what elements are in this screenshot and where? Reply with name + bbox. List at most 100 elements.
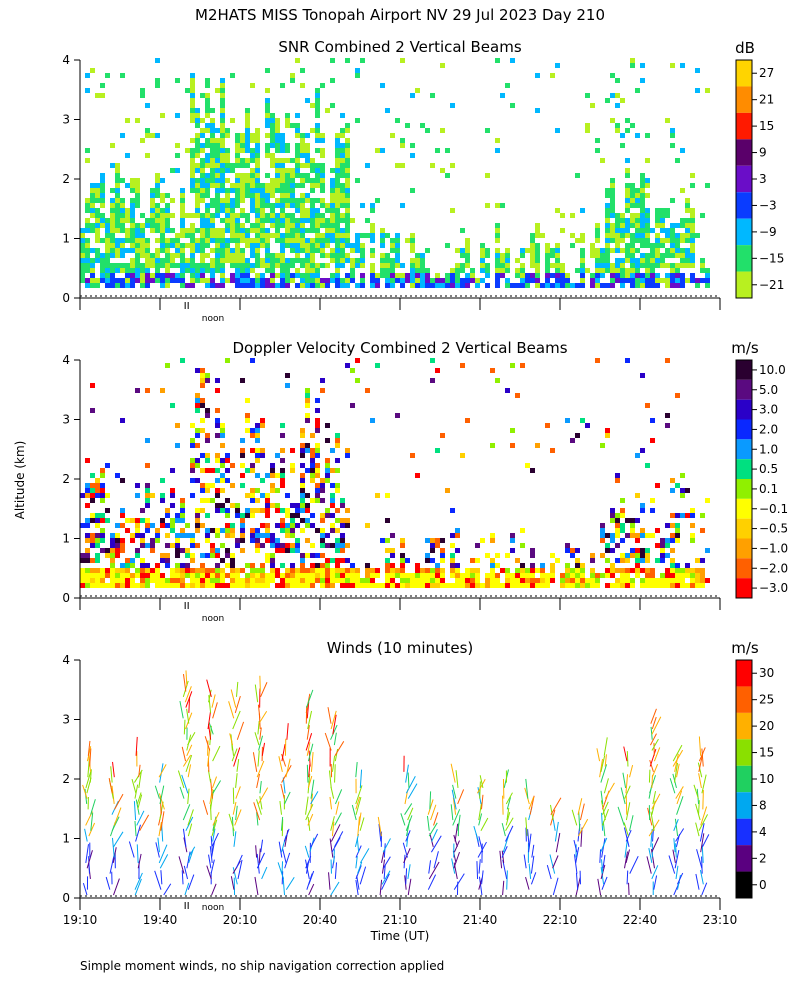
heatmap-cell bbox=[230, 523, 235, 528]
heatmap-cell bbox=[260, 203, 265, 208]
heatmap-cell bbox=[315, 428, 320, 433]
heatmap-cell bbox=[305, 218, 310, 223]
heatmap-cell bbox=[315, 243, 320, 248]
heatmap-cell bbox=[345, 578, 350, 583]
heatmap-cell bbox=[650, 253, 655, 258]
heatmap-cell bbox=[120, 198, 125, 203]
heatmap-cell bbox=[630, 263, 635, 268]
heatmap-cell bbox=[160, 553, 165, 558]
heatmap-cell bbox=[415, 473, 420, 478]
heatmap-cell bbox=[210, 228, 215, 233]
heatmap-cell bbox=[265, 263, 270, 268]
heatmap-cell bbox=[355, 73, 360, 78]
heatmap-cell bbox=[620, 228, 625, 233]
x-tick-label: 22:40 bbox=[623, 913, 658, 927]
heatmap-cell bbox=[320, 183, 325, 188]
heatmap-cell bbox=[280, 143, 285, 148]
heatmap-cell bbox=[270, 188, 275, 193]
heatmap-cell bbox=[245, 428, 250, 433]
heatmap-cell bbox=[160, 258, 165, 263]
heatmap-cell bbox=[300, 163, 305, 168]
heatmap-cell bbox=[265, 513, 270, 518]
heatmap-cell bbox=[345, 58, 350, 63]
heatmap-cell bbox=[680, 258, 685, 263]
heatmap-cell bbox=[635, 268, 640, 273]
heatmap-cell bbox=[605, 203, 610, 208]
heatmap-cell bbox=[455, 583, 460, 588]
heatmap-cell bbox=[95, 248, 100, 253]
heatmap-cell bbox=[115, 248, 120, 253]
heatmap-cell bbox=[300, 443, 305, 448]
heatmap-cell bbox=[395, 568, 400, 573]
heatmap-cell bbox=[315, 218, 320, 223]
heatmap-cell bbox=[125, 183, 130, 188]
heatmap-cell bbox=[140, 248, 145, 253]
heatmap-cell bbox=[200, 418, 205, 423]
heatmap-cell bbox=[290, 158, 295, 163]
heatmap-cell bbox=[670, 573, 675, 578]
heatmap-cell bbox=[205, 373, 210, 378]
wind-barb bbox=[531, 844, 535, 858]
heatmap-cell bbox=[130, 203, 135, 208]
heatmap-cell bbox=[685, 203, 690, 208]
heatmap-cell bbox=[500, 268, 505, 273]
heatmap-cell bbox=[290, 223, 295, 228]
heatmap-cell bbox=[270, 263, 275, 268]
wind-barb bbox=[232, 710, 241, 730]
wind-barb bbox=[259, 780, 262, 794]
heatmap-cell bbox=[625, 218, 630, 223]
heatmap-cell bbox=[115, 548, 120, 553]
heatmap-cell bbox=[535, 268, 540, 273]
heatmap-cell bbox=[450, 278, 455, 283]
heatmap-cell bbox=[240, 193, 245, 198]
heatmap-cell bbox=[330, 253, 335, 258]
heatmap-cell bbox=[345, 228, 350, 233]
heatmap-cell bbox=[175, 143, 180, 148]
heatmap-cell bbox=[610, 118, 615, 123]
heatmap-cell bbox=[275, 213, 280, 218]
wind-barb bbox=[454, 823, 459, 842]
heatmap-cell bbox=[660, 553, 665, 558]
heatmap-cell bbox=[670, 253, 675, 258]
heatmap-cell bbox=[485, 273, 490, 278]
heatmap-cell bbox=[100, 473, 105, 478]
heatmap-cell bbox=[115, 583, 120, 588]
heatmap-cell bbox=[240, 148, 245, 153]
heatmap-cell bbox=[130, 258, 135, 263]
heatmap-cell bbox=[630, 528, 635, 533]
heatmap-cell bbox=[185, 213, 190, 218]
wind-barb bbox=[159, 795, 162, 815]
wind-barb bbox=[282, 876, 286, 896]
wind-barb bbox=[256, 773, 261, 789]
heatmap-cell bbox=[85, 503, 90, 508]
heatmap-cell bbox=[290, 198, 295, 203]
wind-barb bbox=[650, 811, 655, 831]
heatmap-cell bbox=[560, 278, 565, 283]
heatmap-cell bbox=[105, 278, 110, 283]
heatmap-cell bbox=[170, 568, 175, 573]
heatmap-cell bbox=[275, 253, 280, 258]
wind-barb bbox=[700, 833, 705, 853]
heatmap-cell bbox=[220, 273, 225, 278]
heatmap-cell bbox=[280, 263, 285, 268]
colorbar-tick-label: 5.0 bbox=[759, 383, 778, 397]
heatmap-cell bbox=[360, 253, 365, 258]
heatmap-cell bbox=[290, 218, 295, 223]
heatmap-cell bbox=[450, 283, 455, 288]
heatmap-cell bbox=[315, 443, 320, 448]
heatmap-cell bbox=[80, 578, 85, 583]
heatmap-cell bbox=[205, 128, 210, 133]
heatmap-cell bbox=[280, 423, 285, 428]
heatmap-cell bbox=[645, 583, 650, 588]
heatmap-cell bbox=[335, 143, 340, 148]
heatmap-cell bbox=[660, 543, 665, 548]
heatmap-cell bbox=[410, 153, 415, 158]
wind-barb bbox=[330, 816, 335, 831]
heatmap-cell bbox=[420, 278, 425, 283]
wind-barb bbox=[278, 756, 283, 772]
heatmap-cell bbox=[255, 428, 260, 433]
heatmap-cell bbox=[285, 113, 290, 118]
wind-barb bbox=[306, 742, 311, 756]
wind-barb bbox=[356, 838, 360, 853]
heatmap-cell bbox=[265, 553, 270, 558]
